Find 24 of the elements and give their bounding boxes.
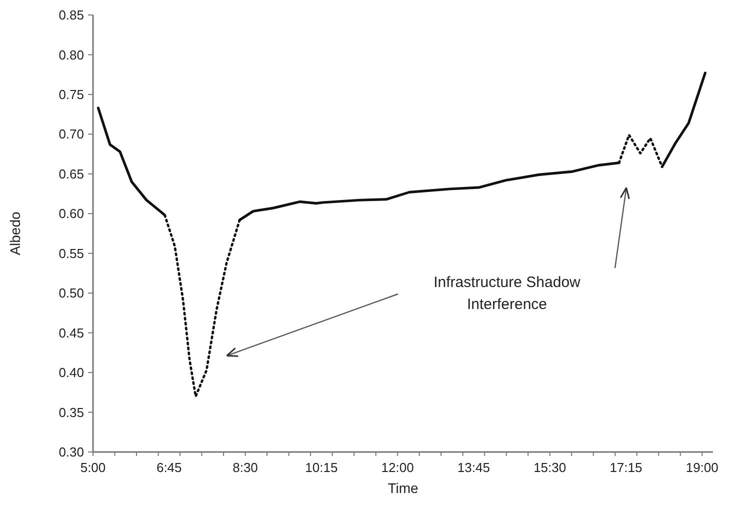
x-tick-label: 15:30 [534,460,566,475]
x-tick-label: 13:45 [457,460,490,475]
y-tick-label: 0.60 [58,206,84,222]
y-tick-label: 0.45 [58,325,84,340]
y-tick-label: 0.75 [58,87,84,102]
y-tick-label: 0.80 [58,47,84,62]
x-tick-label: 5:00 [80,460,106,475]
y-tick-label: 0.85 [58,8,84,23]
x-tick-label: 17:15 [610,460,642,475]
x-tick-label: 8:30 [232,460,258,475]
x-tick-label: 19:00 [686,460,718,475]
y-tick-label: 0.40 [58,365,84,380]
y-tick-label: 0.65 [58,166,84,182]
y-tick-label: 0.35 [58,404,84,420]
x-tick-label: 10:15 [305,460,338,475]
y-tick-label: 0.50 [58,286,84,301]
x-axis-title: Time [388,480,419,496]
x-tick-label: 6:45 [156,460,182,475]
x-tick-label: 12:00 [381,460,414,475]
y-axis-title: Albedo [7,211,23,256]
annotation: Infrastructure Shadow Interference [434,274,581,313]
y-tick-label: 0.30 [58,444,84,460]
y-tick-label: 0.70 [58,126,84,142]
y-tick-label: 0.55 [58,246,84,261]
